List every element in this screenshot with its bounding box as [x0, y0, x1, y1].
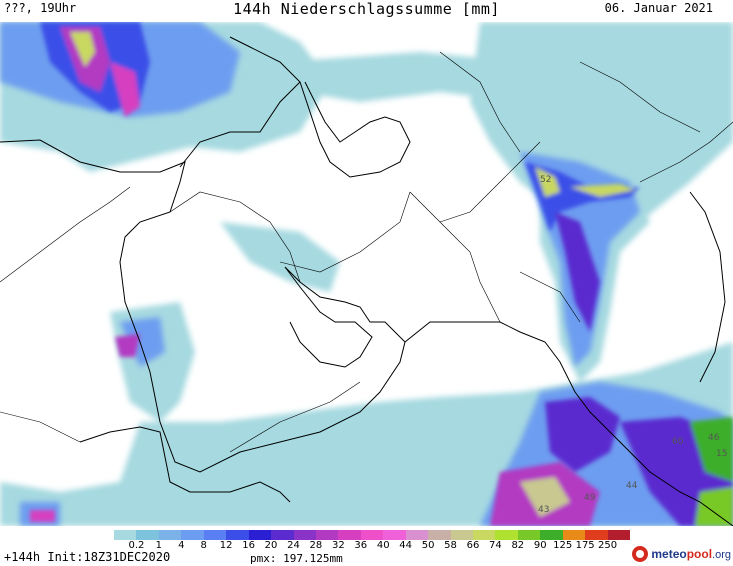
precipitation-map: 52 46 15 60 44 49 43 — [0, 22, 733, 526]
legend-tick-label: 16 — [242, 540, 255, 551]
legend-color-swatch — [203, 530, 227, 540]
legend-color-swatch — [450, 530, 473, 540]
legend-tick-label: 32 — [331, 540, 345, 551]
legend-tick-label: 8 — [200, 540, 207, 551]
legend-tick-label: 125 — [553, 540, 573, 551]
legend-tick-label: 12 — [219, 540, 233, 551]
legend-color-swatch — [293, 530, 316, 540]
legend-tick-label: 82 — [511, 540, 525, 551]
legend-colorbar — [114, 530, 631, 540]
header: ???, 19Uhr 144h Niederschlagssumme [mm] … — [0, 0, 733, 22]
valid-date: 06. Januar 2021 — [604, 1, 713, 15]
legend-tick-label: 58 — [444, 540, 457, 551]
cell-value-label: 60 — [672, 437, 684, 447]
cell-value-label: 43 — [538, 505, 549, 515]
meteopool-logo-icon — [632, 546, 649, 562]
legend-tick-label: 24 — [287, 540, 300, 551]
cell-value-label: 15 — [716, 449, 727, 459]
forecast-init: +144h Init:18Z31DEC2020 — [4, 550, 171, 564]
legend-color-swatch — [158, 530, 182, 540]
legend-tick-label: 44 — [399, 540, 413, 551]
legend-color-swatch — [540, 530, 563, 540]
borders — [0, 51, 733, 453]
legend-tick-label: 28 — [309, 540, 323, 551]
cell-value-label: 52 — [540, 175, 551, 185]
valid-time: ???, 19Uhr — [4, 1, 77, 15]
map-title: 144h Niederschlagssumme [mm] — [233, 0, 500, 18]
legend-color-swatch — [428, 530, 451, 540]
legend-color-swatch — [585, 530, 608, 540]
legend-tick-label: 4 — [178, 540, 185, 551]
legend: 0.2 1 4 8 12 16 20 24 28 32 36 40 44 50 58 66 74 82 90 125 1… — [0, 526, 733, 566]
legend-tick-label: 250 — [598, 540, 618, 551]
legend-tick-label: 66 — [466, 540, 480, 551]
legend-color-swatch — [360, 530, 384, 540]
legend-color-swatch — [562, 530, 586, 540]
legend-color-swatch — [517, 530, 541, 540]
legend-tick-label: 20 — [264, 540, 278, 551]
legend-tick-label: 40 — [376, 540, 390, 551]
legend-tick-label: 0.2 — [128, 540, 145, 551]
cell-value-label: 44 — [626, 481, 638, 491]
legend-tick-label: 50 — [421, 540, 435, 551]
legend-color-swatch — [607, 530, 631, 540]
legend-tick-labels: 0.2 1 4 8 12 16 20 24 28 32 36 40 44 50 58 66 74 82 90 125 1… — [114, 540, 630, 552]
legend-tick-label: 74 — [489, 540, 502, 551]
cell-value-label: 46 — [708, 433, 720, 443]
coastlines — [0, 36, 733, 526]
brand-name: meteopool.org — [651, 547, 731, 561]
precip-max: pmx: 197.125mm — [250, 552, 343, 565]
legend-tick-label: 90 — [533, 540, 547, 551]
legend-color-swatch — [315, 530, 339, 540]
legend-tick-label: 36 — [354, 540, 368, 551]
legend-color-swatch — [248, 530, 272, 540]
legend-color-swatch — [226, 530, 249, 540]
legend-color-swatch — [338, 530, 361, 540]
legend-color-swatch — [383, 530, 406, 540]
legend-color-swatch — [114, 530, 137, 540]
brand-logo-link[interactable]: meteopool.org — [632, 546, 731, 562]
precip-heavy-field — [30, 22, 733, 526]
legend-color-swatch — [181, 530, 204, 540]
map-canvas: 52 46 15 60 44 49 43 — [0, 22, 733, 526]
legend-tick-label: 1 — [155, 540, 163, 551]
legend-color-swatch — [271, 530, 294, 540]
legend-color-swatch — [473, 530, 496, 540]
legend-color-swatch — [495, 530, 518, 540]
cell-value-label: 49 — [584, 493, 596, 503]
legend-color-swatch — [136, 530, 159, 540]
legend-tick-label: 175 — [575, 540, 595, 551]
legend-color-swatch — [405, 530, 429, 540]
